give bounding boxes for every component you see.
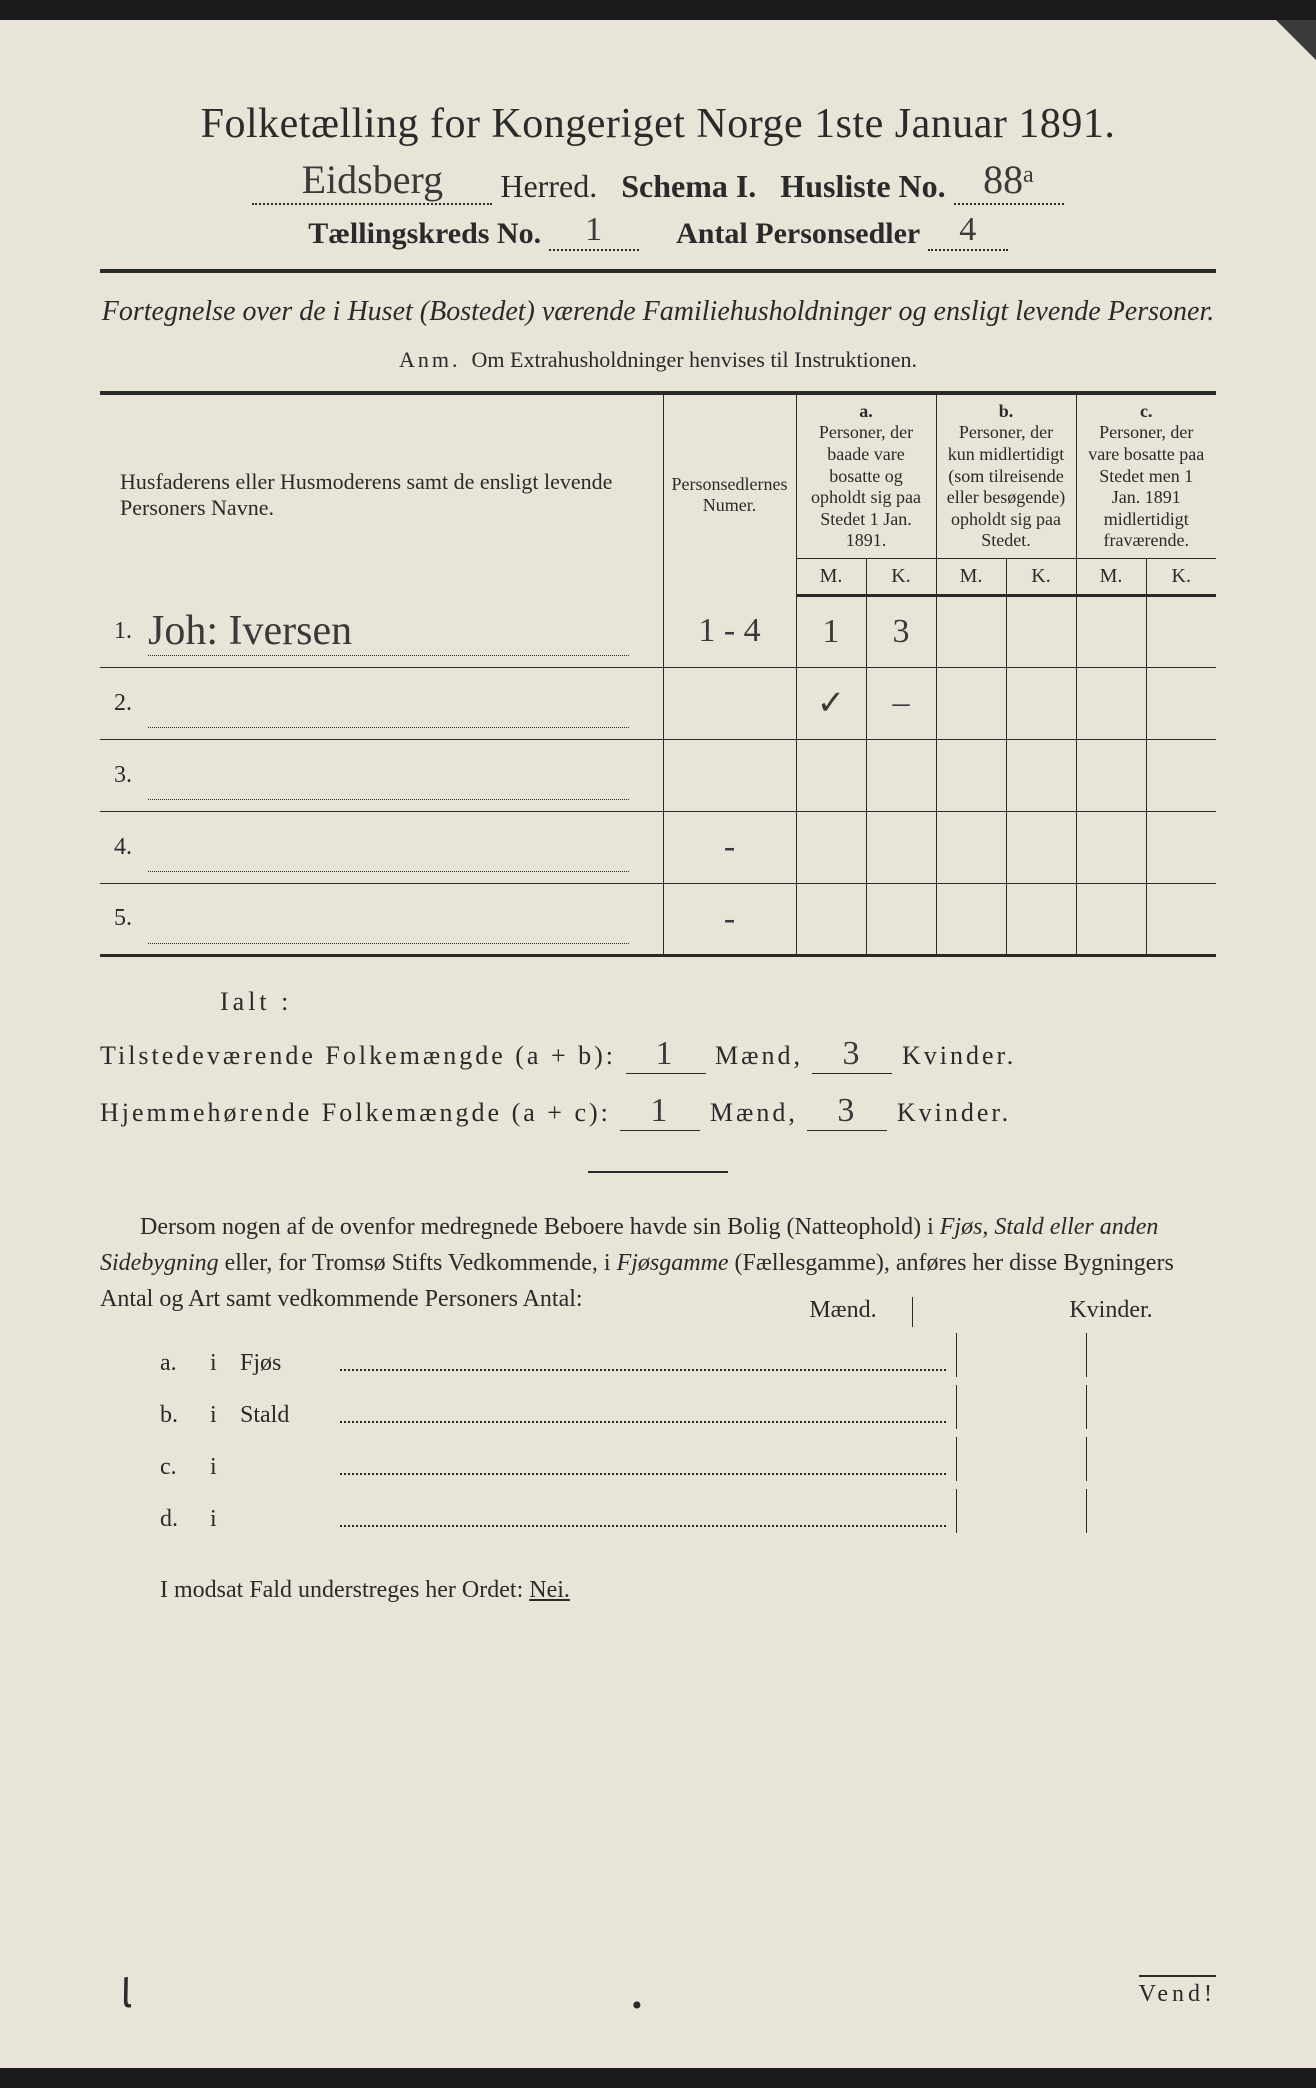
table-row: 1.Joh: Iversen1 - 413 xyxy=(100,595,1216,667)
abcd-row: c.i xyxy=(160,1441,1216,1481)
header-line-2: Eidsberg Herred. Schema I. Husliste No. … xyxy=(100,156,1216,205)
row-number: 1. xyxy=(100,595,140,667)
herred-value: Eidsberg xyxy=(302,156,443,203)
husliste-label: Husliste No. xyxy=(780,168,945,204)
row-number: 5. xyxy=(100,883,140,955)
name-cell: Joh: Iversen xyxy=(140,595,663,667)
c-m-cell xyxy=(1076,883,1146,955)
census-table: Husfaderens eller Husmoderens samt de en… xyxy=(100,391,1216,957)
c-m-cell xyxy=(1076,811,1146,883)
mk-header: Mænd.Kvinder. xyxy=(778,1297,1176,1327)
vend-label: Vend! xyxy=(1139,1975,1216,2008)
rule-1 xyxy=(100,269,1216,273)
col-b-header: b. Personer, der kun midlertidigt (som t… xyxy=(936,393,1076,559)
col-c-k: K. xyxy=(1146,558,1216,595)
ialt-label: Ialt : xyxy=(220,987,1216,1017)
header-line-3: Tællingskreds No. 1 Antal Personsedler 4 xyxy=(100,211,1216,251)
a-k-cell: – xyxy=(866,667,936,739)
personsedler-cell xyxy=(663,667,796,739)
col-a-m: M. xyxy=(796,558,866,595)
name-cell xyxy=(140,667,663,739)
c-k-cell xyxy=(1146,739,1216,811)
abcd-block: Mænd.Kvinder. a.iFjøsb.iStaldc.id.i xyxy=(100,1337,1216,1533)
anm-label: Anm. xyxy=(399,347,461,372)
personsedler-cell: - xyxy=(663,883,796,955)
a-k-cell xyxy=(866,739,936,811)
antal-label: Antal Personsedler xyxy=(676,217,920,250)
col-c-header: c. Personer, der vare bosatte paa Stedet… xyxy=(1076,393,1216,559)
c-m-cell xyxy=(1076,595,1146,667)
name-cell xyxy=(140,883,663,955)
page-title: Folketælling for Kongeriget Norge 1ste J… xyxy=(100,100,1216,148)
col-name-header: Husfaderens eller Husmoderens samt de en… xyxy=(100,393,663,596)
a-k-cell xyxy=(866,883,936,955)
anm-text: Om Extrahusholdninger henvises til Instr… xyxy=(472,347,917,372)
a-m-cell: ✓ xyxy=(796,667,866,739)
a-m-cell xyxy=(796,739,866,811)
col-num-header: Personsedlernes Numer. xyxy=(663,393,796,596)
b-m-cell xyxy=(936,739,1006,811)
census-form-page: Folketælling for Kongeriget Norge 1ste J… xyxy=(0,20,1316,2068)
c-k-cell xyxy=(1146,811,1216,883)
total-present: Tilstedeværende Folkemængde (a + b): 1 M… xyxy=(100,1035,1216,1074)
col-a-header: a. Personer, der baade vare bosatte og o… xyxy=(796,393,936,559)
personsedler-cell xyxy=(663,739,796,811)
col-b-m: M. xyxy=(936,558,1006,595)
b-k-cell xyxy=(1006,595,1076,667)
husliste-value: 88ᵃ xyxy=(983,156,1034,203)
a-m-cell xyxy=(796,811,866,883)
b-m-cell xyxy=(936,667,1006,739)
b-k-cell xyxy=(1006,739,1076,811)
col-a-k: K. xyxy=(866,558,936,595)
row-number: 4. xyxy=(100,811,140,883)
c-k-cell xyxy=(1146,883,1216,955)
col-c-m: M. xyxy=(1076,558,1146,595)
a-m-cell xyxy=(796,883,866,955)
abcd-row: b.iStald xyxy=(160,1389,1216,1429)
c-m-cell xyxy=(1076,739,1146,811)
personsedler-cell: 1 - 4 xyxy=(663,595,796,667)
a-m-cell: 1 xyxy=(796,595,866,667)
schema-label: Schema I. xyxy=(621,168,756,204)
a-k-cell xyxy=(866,811,936,883)
personsedler-cell: - xyxy=(663,811,796,883)
name-cell xyxy=(140,739,663,811)
row-number: 3. xyxy=(100,739,140,811)
b-k-cell xyxy=(1006,811,1076,883)
table-row: 5. - xyxy=(100,883,1216,955)
abcd-row: a.iFjøs xyxy=(160,1337,1216,1377)
b-m-cell xyxy=(936,811,1006,883)
col-b-k: K. xyxy=(1006,558,1076,595)
ink-scratch: 𝘭 xyxy=(116,1970,135,2018)
c-m-cell xyxy=(1076,667,1146,739)
name-cell xyxy=(140,811,663,883)
b-m-cell xyxy=(936,883,1006,955)
abcd-row: d.i xyxy=(160,1493,1216,1533)
c-k-cell xyxy=(1146,667,1216,739)
kreds-value: 1 xyxy=(585,211,602,248)
modsat-line: I modsat Fald understreges her Ordet: Ne… xyxy=(100,1577,1216,1604)
b-k-cell xyxy=(1006,667,1076,739)
table-row: 3. xyxy=(100,739,1216,811)
a-k-cell: 3 xyxy=(866,595,936,667)
antal-value: 4 xyxy=(959,211,976,248)
b-k-cell xyxy=(1006,883,1076,955)
table-row: 2. ✓– xyxy=(100,667,1216,739)
rule-2 xyxy=(588,1171,728,1173)
total-resident: Hjemmehørende Folkemængde (a + c): 1 Mæn… xyxy=(100,1092,1216,1131)
ink-dot: • xyxy=(632,1989,643,2023)
c-k-cell xyxy=(1146,595,1216,667)
anm-line: Anm. Om Extrahusholdninger henvises til … xyxy=(100,347,1216,373)
subtitle: Fortegnelse over de i Huset (Bostedet) v… xyxy=(100,293,1216,331)
row-number: 2. xyxy=(100,667,140,739)
b-m-cell xyxy=(936,595,1006,667)
table-row: 4. - xyxy=(100,811,1216,883)
nei-word: Nei. xyxy=(529,1577,570,1603)
herred-label: Herred. xyxy=(500,168,597,204)
kreds-label: Tællingskreds No. xyxy=(308,217,541,250)
